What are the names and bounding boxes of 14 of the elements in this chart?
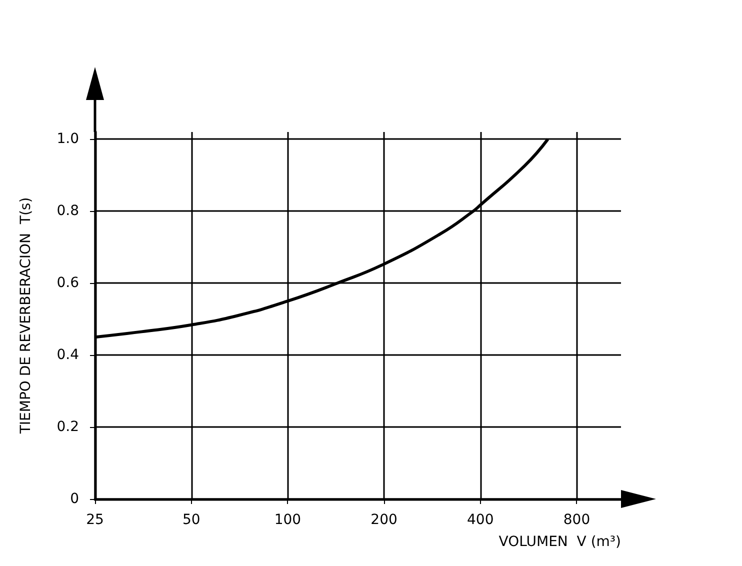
y-tick-label: 0.6: [56, 275, 80, 292]
y-tick-label: 0.8: [56, 203, 79, 220]
x-tick-label: 800: [563, 512, 590, 528]
x-tick-label: 25: [86, 512, 104, 528]
y-axis-title: TIEMPO DE REVERBERACION T(s): [18, 197, 34, 435]
x-axis-title: VOLUMEN V (m³): [498, 534, 621, 550]
y-tick-label: 1.0: [56, 131, 79, 148]
x-tick-label: 400: [467, 512, 494, 528]
x-tick-label: 200: [370, 512, 398, 528]
y-tick-label: 0: [70, 491, 79, 507]
y-tick-label: 0.4: [56, 347, 80, 364]
x-tick-label: 50: [182, 512, 200, 528]
x-tick-label: 100: [274, 512, 302, 528]
y-tick-label: 0.2: [56, 419, 79, 436]
